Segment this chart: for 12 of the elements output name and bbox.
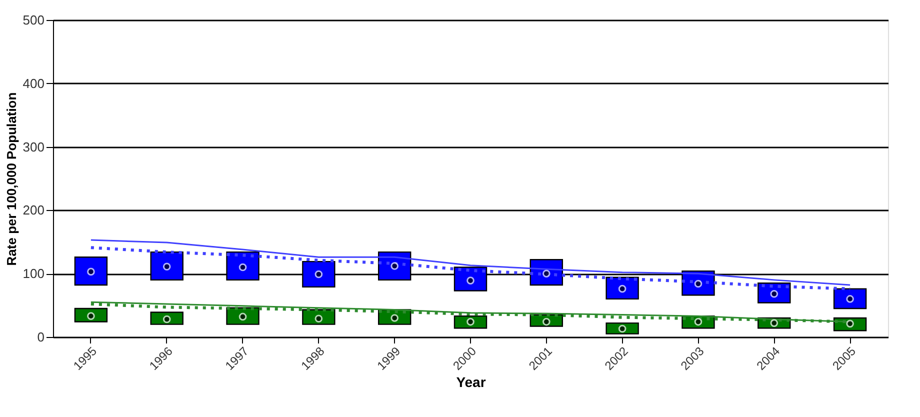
point (87, 312, 95, 320)
y-tick-label: 100 (22, 266, 44, 282)
y-tick-label: 200 (22, 202, 44, 218)
x-axis-title: Year (456, 374, 486, 390)
y-tick-label: 400 (22, 76, 44, 91)
point (466, 276, 474, 284)
bar (833, 288, 867, 310)
y-axis-title: Rate per 100,000 Population (4, 92, 19, 266)
y-tick-label: 300 (22, 139, 44, 154)
y-tick-label: 500 (22, 12, 44, 28)
point (846, 295, 854, 303)
y-tick-label: 0 (37, 330, 44, 344)
